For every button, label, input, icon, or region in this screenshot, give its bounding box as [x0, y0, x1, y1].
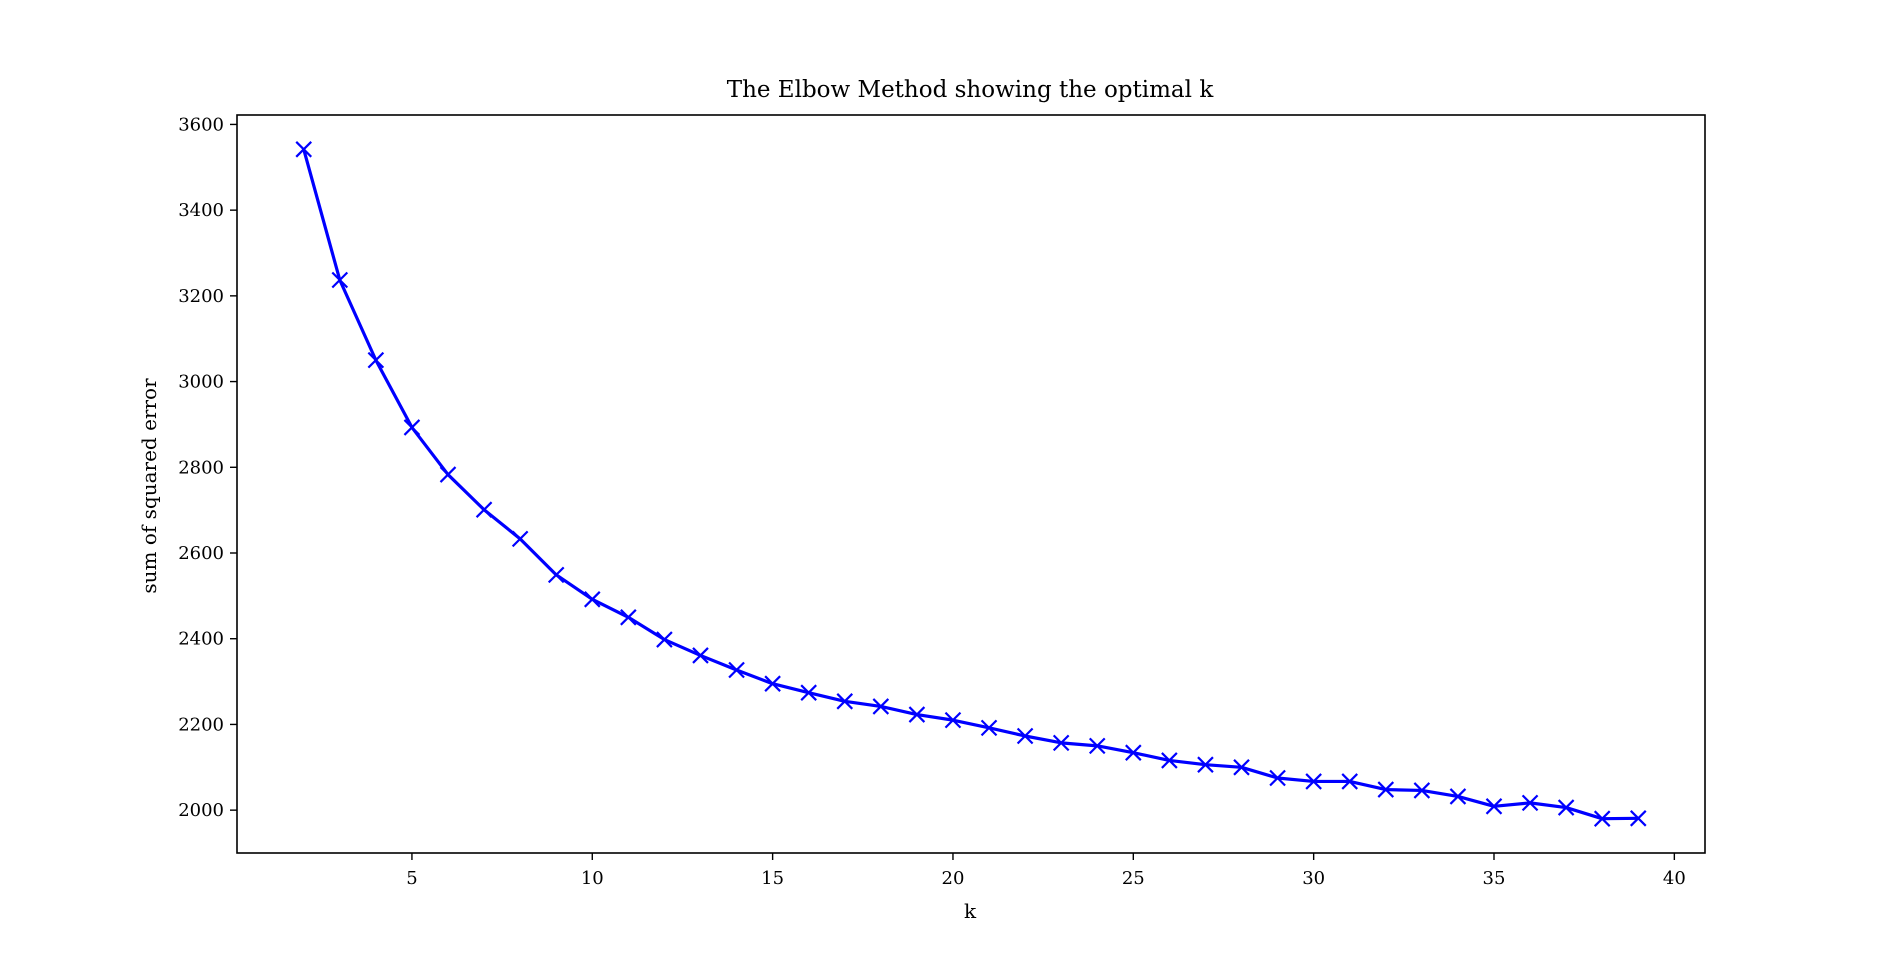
data-point-marker — [547, 566, 565, 584]
data-point-marker — [1016, 727, 1034, 745]
plot-area: 5 10 15 20 25 30 35 40 2000 2200 2400 2600 2800 3000 3… — [178, 114, 1706, 889]
data-point-marker — [1269, 769, 1286, 787]
y-tick-label: 2800 — [178, 457, 224, 478]
data-point-marker — [1377, 781, 1395, 798]
data-point-marker — [1052, 734, 1070, 752]
data-point-marker — [403, 419, 421, 436]
y-tick-label: 2000 — [178, 800, 224, 821]
data-point-marker — [1197, 756, 1214, 773]
x-axis-label: k — [964, 899, 977, 923]
data-point-marker — [331, 271, 349, 289]
data-point-marker — [836, 693, 854, 710]
data-point-marker — [1341, 773, 1358, 790]
y-tick-label: 3600 — [178, 114, 224, 135]
data-point-marker — [1449, 788, 1467, 805]
data-point-marker — [439, 466, 457, 483]
data-point-marker — [1305, 773, 1322, 790]
data-point-marker — [728, 661, 745, 679]
data-point-marker — [764, 675, 781, 692]
data-point-marker — [1521, 794, 1539, 812]
data-point-marker — [656, 631, 673, 648]
x-tick-label: 40 — [1663, 868, 1686, 889]
data-point-marker — [1125, 744, 1142, 761]
data-point-marker — [367, 351, 385, 369]
data-point-marker — [1593, 810, 1611, 827]
y-tick-label: 2600 — [178, 543, 224, 564]
chart-title: The Elbow Method showing the optimal k — [727, 77, 1215, 103]
x-tick-label: 20 — [942, 868, 965, 889]
x-tick-label: 30 — [1302, 868, 1325, 889]
y-axis-label: sum of squared error — [137, 378, 161, 594]
data-point-marker — [1629, 810, 1647, 827]
data-point-marker — [1233, 759, 1250, 776]
data-point-marker — [584, 591, 601, 608]
data-point-marker — [295, 141, 313, 158]
data-point-marker — [944, 711, 962, 729]
data-point-marker — [1088, 737, 1106, 755]
data-point-marker — [800, 684, 817, 701]
x-tick-label: 5 — [406, 868, 417, 889]
x-tick-label: 25 — [1122, 868, 1145, 889]
series-line — [302, 147, 1640, 821]
data-point-marker — [692, 647, 709, 664]
y-tick-label: 2200 — [178, 714, 224, 735]
data-point-marker — [980, 719, 998, 737]
y-tick-label: 3400 — [178, 200, 224, 221]
data-point-marker — [1557, 799, 1575, 816]
data-point-marker — [1485, 798, 1503, 815]
data-point-marker — [511, 530, 529, 548]
x-tick-label: 10 — [581, 868, 604, 889]
y-tick-label: 2400 — [178, 629, 224, 650]
axes-frame — [236, 114, 1706, 854]
data-point-marker — [908, 706, 926, 723]
data-point-marker — [475, 501, 493, 518]
y-tick-label: 3000 — [178, 372, 224, 393]
data-point-marker — [1161, 752, 1178, 769]
x-tick-label: 15 — [761, 868, 784, 889]
y-tick-label: 3200 — [178, 286, 224, 307]
data-point-marker — [872, 698, 890, 715]
x-tick-label: 35 — [1483, 868, 1506, 889]
data-point-marker — [620, 609, 637, 626]
data-point-marker — [1413, 782, 1431, 799]
